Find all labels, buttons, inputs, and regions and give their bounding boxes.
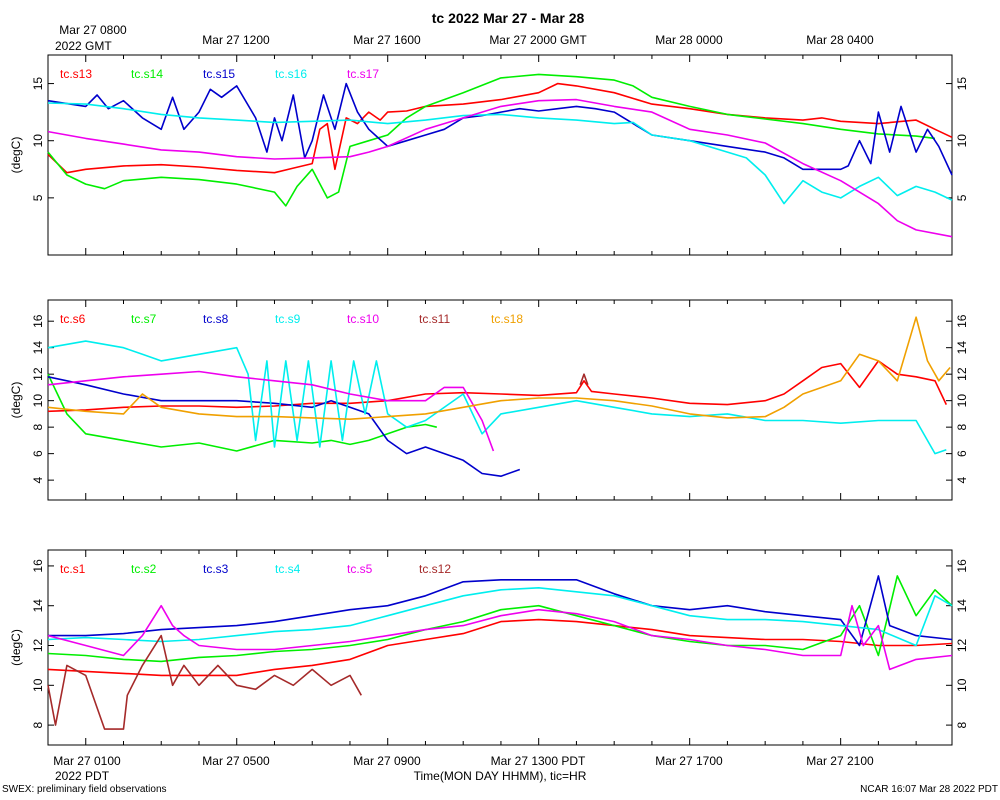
y-tick-label: 16 [31, 314, 45, 328]
legend-entry-tc.s10: tc.s10 [347, 312, 379, 326]
plot-frame [47, 54, 953, 256]
panel-1: 5 5 10 10 15 15 (degC) tc.s13 tc.s14 tc.s15 tc.s16… [9, 54, 969, 256]
y-tick-label: 10 [31, 678, 45, 692]
legend-entry-tc.s17: tc.s17 [347, 67, 379, 81]
legend-entry-tc.s5: tc.s5 [347, 562, 373, 576]
series-line-tc.s13 [47, 82, 953, 174]
y-tick-label: 10 [955, 678, 969, 692]
legend-entry-tc.s13: tc.s13 [60, 67, 92, 81]
series-line-tc.s14 [47, 73, 936, 207]
y-tick-label: 15 [31, 77, 45, 91]
series-line-tc.s3 [48, 575, 953, 647]
y-tick-label: 5 [31, 194, 45, 201]
series-line-tc.s15 [47, 82, 953, 176]
series-line-tc.s18 [47, 316, 951, 420]
y-tick-label: 12 [31, 367, 45, 381]
bottom-axis-tz-label: 2022 PDT [55, 769, 110, 783]
bottom-axis-tick-label: Mar 27 1700 [655, 754, 723, 768]
y-tick-label: 4 [955, 476, 969, 483]
series-line-tc.s1 [47, 618, 953, 677]
legend-entry-tc.s11: tc.s11 [419, 312, 450, 326]
y-tick-label: 16 [31, 559, 45, 573]
bottom-axis-tick-label: Mar 27 0900 [353, 754, 421, 768]
y-tick-label: 10 [955, 134, 969, 148]
series-line-tc.s8 [47, 376, 521, 477]
series-line-tc.s11 [579, 373, 589, 386]
panel-3: 8 8 10 10 12 12 14 14 16 16 (degC) tc.s1 tc.s2 tc.s3 t… [9, 549, 969, 746]
y-tick-label: 6 [31, 450, 45, 457]
legend-entry-tc.s2: tc.s2 [131, 562, 157, 576]
footer-left: SWEX: preliminary field observations [2, 784, 167, 795]
top-axis-tick-label: Mar 27 2000 GMT [489, 33, 587, 47]
legend-entry-tc.s12: tc.s12 [419, 562, 451, 576]
legend-entry-tc.s18: tc.s18 [491, 312, 523, 326]
legend-entry-tc.s15: tc.s15 [203, 67, 235, 81]
y-tick-label: 5 [955, 194, 969, 201]
top-axis-tick-label: Mar 27 1200 [202, 33, 270, 47]
y-tick-label: 8 [955, 721, 969, 728]
y-axis-label: (degC) [9, 382, 23, 419]
series-line-tc.s5 [47, 604, 953, 671]
legend-entry-tc.s9: tc.s9 [275, 312, 301, 326]
y-tick-label: 6 [955, 450, 969, 457]
y-tick-label: 8 [31, 423, 45, 430]
y-tick-label: 16 [955, 559, 969, 573]
series-line-tc.s6 [47, 360, 948, 413]
x-axis-label: Time(MON DAY HHMM), tic=HR [414, 769, 587, 783]
series-line-tc.s2 [47, 575, 953, 663]
top-axis-tick-label: Mar 27 1600 [353, 33, 421, 47]
series-line-tc.s4 [47, 587, 953, 647]
legend-entry-tc.s8: tc.s8 [203, 312, 229, 326]
legend-entry-tc.s3: tc.s3 [203, 562, 229, 576]
y-tick-label: 12 [955, 367, 969, 381]
y-tick-label: 14 [955, 341, 969, 355]
y-tick-label: 12 [31, 639, 45, 653]
y-tick-label: 8 [31, 721, 45, 728]
bottom-axis-tick-label: Mar 27 1300 PDT [491, 754, 586, 768]
series-line-tc.s9 [47, 340, 947, 455]
legend-entry-tc.s14: tc.s14 [131, 67, 163, 81]
top-axis-tz-label: 2022 GMT [55, 39, 112, 53]
legend-entry-tc.s1: tc.s1 [60, 562, 86, 576]
y-tick-label: 14 [31, 599, 45, 613]
y-tick-label: 10 [31, 134, 45, 148]
top-axis-tick-label: Mar 28 0000 [655, 33, 723, 47]
series-line-tc.s10 [47, 370, 495, 452]
y-tick-label: 4 [31, 476, 45, 483]
footer-right: NCAR 16:07 Mar 28 2022 PDT [860, 784, 998, 795]
series-line-tc.s7 [47, 373, 437, 452]
series-line-tc.s17 [47, 98, 953, 238]
y-tick-label: 8 [955, 423, 969, 430]
legend-entry-tc.s16: tc.s16 [275, 67, 307, 81]
y-axis-label: (degC) [9, 629, 23, 666]
y-tick-label: 14 [31, 341, 45, 355]
plot-frame [47, 549, 953, 746]
legend-entry-tc.s7: tc.s7 [131, 312, 157, 326]
y-tick-label: 16 [955, 314, 969, 328]
y-tick-label: 14 [955, 599, 969, 613]
y-tick-label: 12 [955, 639, 969, 653]
bottom-axis-tick-label: Mar 27 2100 [806, 754, 874, 768]
bottom-axis-tick-label: Mar 27 0100 [53, 754, 121, 768]
top-axis-tick-label: Mar 28 0400 [806, 33, 874, 47]
y-tick-label: 10 [955, 394, 969, 408]
chart-title: tc 2022 Mar 27 - Mar 28 [432, 10, 585, 26]
legend-entry-tc.s4: tc.s4 [275, 562, 301, 576]
y-tick-label: 10 [31, 394, 45, 408]
top-axis-tick-label: Mar 27 0800 [59, 23, 127, 37]
legend-entry-tc.s6: tc.s6 [60, 312, 86, 326]
plot-frame [47, 299, 953, 501]
bottom-axis-tick-label: Mar 27 0500 [202, 754, 270, 768]
panel-2: 4 4 6 6 8 8 10 10 12 12 14 14 16 16 (degC) tc.s6 tc.s7 tc… [9, 299, 969, 501]
y-tick-label: 15 [955, 77, 969, 91]
series-line-tc.s12 [47, 634, 362, 730]
y-axis-label: (degC) [9, 137, 23, 174]
series-line-tc.s16 [47, 102, 953, 205]
